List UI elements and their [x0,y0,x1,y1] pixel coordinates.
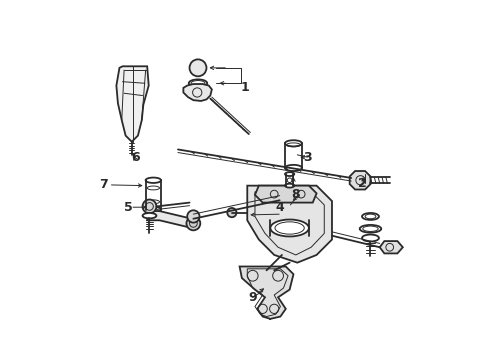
Text: 1: 1 [241,81,249,94]
Text: 7: 7 [99,178,108,192]
Ellipse shape [285,184,294,188]
Circle shape [274,192,285,203]
Polygon shape [247,186,332,263]
Polygon shape [183,84,212,101]
Ellipse shape [146,207,161,212]
Polygon shape [147,211,196,228]
Text: 5: 5 [123,201,132,214]
Ellipse shape [146,177,161,183]
Text: 2: 2 [358,177,367,190]
Text: 9: 9 [248,291,257,304]
Ellipse shape [285,172,294,176]
Ellipse shape [285,165,302,171]
Text: 3: 3 [303,150,312,164]
Polygon shape [350,171,370,189]
Ellipse shape [362,235,379,242]
Ellipse shape [189,80,207,87]
Text: 4: 4 [275,201,284,214]
Circle shape [190,59,206,76]
Polygon shape [117,66,149,142]
Ellipse shape [285,140,302,147]
Circle shape [227,208,237,217]
Text: 6: 6 [131,150,140,164]
Ellipse shape [143,213,156,219]
Polygon shape [255,186,317,203]
Ellipse shape [360,225,381,233]
Circle shape [187,216,200,230]
Polygon shape [240,266,294,319]
Ellipse shape [362,213,379,220]
Circle shape [187,210,199,222]
Circle shape [143,199,156,213]
Polygon shape [380,241,403,253]
Ellipse shape [270,220,309,237]
Text: 8: 8 [292,188,300,201]
